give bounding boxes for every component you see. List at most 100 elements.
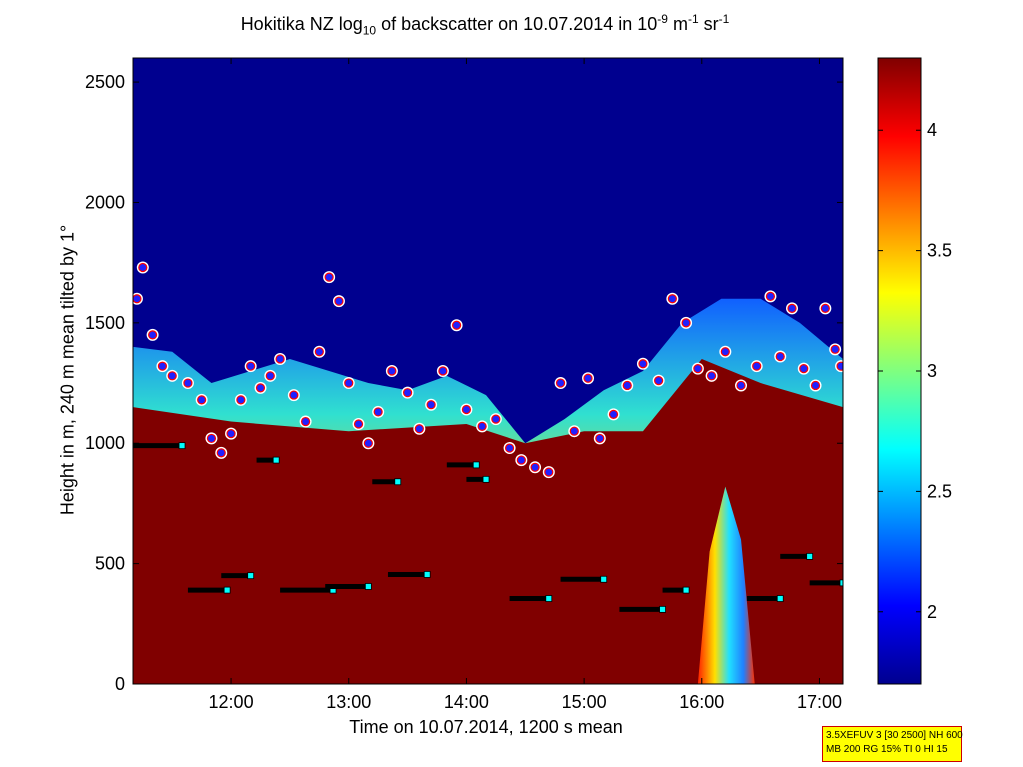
layer-detection-end-marker bbox=[394, 478, 402, 486]
cloud-base-marker-rim bbox=[275, 354, 285, 364]
axes: 12:00 13:00 14:00 15:00 16:00 17:00 0 500 1000 15… bbox=[85, 57, 844, 712]
cloud-base-marker bbox=[274, 352, 287, 365]
cloud-base-marker bbox=[287, 389, 300, 402]
cloud-base-marker-rim bbox=[638, 359, 648, 369]
cloud-base-marker bbox=[554, 377, 567, 390]
cloud-base-marker bbox=[542, 466, 555, 479]
cloud-base-marker-rim bbox=[255, 383, 266, 393]
cloud-base-marker-rim bbox=[353, 419, 364, 429]
layer-detection-end-marker bbox=[806, 552, 814, 560]
cloud-base-marker bbox=[195, 393, 208, 406]
cloud-base-marker bbox=[166, 369, 179, 382]
layer-detection-end-marker bbox=[682, 586, 690, 594]
cloud-base-marker bbox=[234, 393, 247, 406]
cloud-base-marker bbox=[621, 379, 634, 392]
cloud-base-marker-rim bbox=[138, 262, 148, 273]
cloud-base-marker bbox=[372, 405, 385, 418]
cloud-base-marker bbox=[750, 360, 763, 373]
cloud-base-marker bbox=[636, 357, 649, 370]
cloud-base-marker bbox=[225, 427, 238, 440]
cloud-base-marker bbox=[691, 362, 704, 375]
cloud-base-marker-rim bbox=[544, 467, 554, 477]
cloud-base-marker bbox=[425, 398, 438, 411]
layer-detection-end-marker bbox=[482, 475, 490, 483]
cloud-base-marker bbox=[719, 345, 732, 358]
cloud-base-marker bbox=[146, 328, 159, 341]
cloud-base-marker bbox=[652, 374, 665, 387]
cloud-base-marker bbox=[362, 437, 375, 450]
cloud-base-marker bbox=[215, 446, 228, 459]
cloud-base-marker bbox=[436, 365, 449, 377]
x-tick-label: 16:00 bbox=[679, 692, 724, 712]
cloud-base-marker-rim bbox=[504, 443, 515, 453]
cloud-base-marker-rim bbox=[530, 462, 540, 472]
cloud-base-marker-rim bbox=[148, 330, 158, 340]
y-tick-label: 1500 bbox=[85, 313, 125, 333]
colorbar: 2 2.5 3 3.5 4 bbox=[877, 57, 952, 685]
cloud-base-marker bbox=[254, 381, 267, 394]
cloud-base-marker-rim bbox=[836, 361, 843, 371]
y-tick-label: 2000 bbox=[85, 192, 125, 212]
colorbar-tick-label: 3.5 bbox=[927, 241, 952, 261]
cloud-base-marker-rim bbox=[334, 296, 344, 306]
cloud-base-marker bbox=[809, 379, 822, 392]
cloud-base-marker-rim bbox=[246, 361, 256, 371]
cloud-base-marker-rim bbox=[344, 378, 354, 388]
cloud-base-marker bbox=[489, 413, 502, 426]
cloud-base-marker bbox=[401, 386, 414, 399]
plot-frame bbox=[132, 57, 844, 685]
cloud-base-marker-rim bbox=[622, 380, 632, 391]
y-tick-label: 2500 bbox=[85, 72, 125, 92]
cloud-base-marker bbox=[342, 377, 355, 390]
cloud-base-marker-rim bbox=[324, 272, 334, 282]
cloud-base-marker-rim bbox=[363, 438, 373, 448]
cloud-base-marker bbox=[413, 422, 426, 435]
cloud-base-marker-rim bbox=[569, 426, 579, 436]
cloud-base-marker-rim bbox=[720, 347, 730, 357]
cloud-base-marker-rim bbox=[491, 414, 501, 424]
cloud-base-marker-rim bbox=[681, 318, 691, 328]
cloud-base-marker-rim bbox=[667, 294, 677, 304]
cloud-base-marker-rim bbox=[414, 424, 424, 434]
cloud-base-marker-rim bbox=[608, 409, 619, 419]
colorbar-gradient bbox=[877, 57, 922, 685]
cloud-base-marker bbox=[503, 442, 516, 455]
cloud-base-marker-rim bbox=[736, 380, 746, 391]
cloud-base-marker-rim bbox=[402, 388, 413, 398]
cloud-base-marker bbox=[313, 345, 326, 358]
cloud-base-marker-rim bbox=[516, 455, 526, 465]
settings-info-box: 3.5XEFUV 3 [30 2500] NH 600 MB 200 RG 15… bbox=[822, 726, 963, 762]
cloud-base-marker bbox=[332, 295, 345, 308]
cloud-base-marker-rim bbox=[438, 366, 448, 376]
cloud-base-marker bbox=[819, 302, 832, 315]
cloud-base-marker-rim bbox=[373, 407, 383, 417]
cloud-base-marker-rim bbox=[300, 416, 311, 427]
cloud-base-marker-rim bbox=[226, 429, 236, 439]
y-tick-label: 500 bbox=[95, 554, 125, 574]
layer-detection-end-marker bbox=[472, 461, 480, 469]
layer-detection-end-marker bbox=[247, 572, 255, 580]
colorbar-tick-label: 2 bbox=[927, 602, 937, 622]
x-tick-label: 17:00 bbox=[797, 692, 842, 712]
x-tick-label: 13:00 bbox=[326, 692, 371, 712]
cloud-base-marker-rim bbox=[775, 351, 785, 362]
y-tick-label: 0 bbox=[115, 674, 125, 694]
cloud-base-marker-rim bbox=[387, 366, 397, 376]
cloud-base-marker bbox=[582, 372, 595, 385]
cloud-base-marker-rim bbox=[583, 373, 593, 383]
plot-area bbox=[133, 58, 843, 684]
cloud-base-marker-rim bbox=[477, 421, 487, 431]
precipitation-plume bbox=[697, 486, 755, 684]
cloud-base-marker-rim bbox=[555, 378, 566, 388]
cloud-base-marker-rim bbox=[265, 371, 275, 381]
x-axis-label: Time on 10.07.2014, 1200 s mean bbox=[349, 717, 623, 737]
cloud-base-marker bbox=[264, 369, 277, 382]
colorbar-tick-label: 4 bbox=[927, 120, 937, 140]
cloud-base-marker bbox=[385, 365, 398, 377]
cloud-base-marker-rim bbox=[426, 400, 436, 410]
cloud-base-marker-rim bbox=[810, 380, 821, 391]
cloud-base-marker-rim bbox=[197, 395, 207, 405]
cloud-base-marker bbox=[352, 417, 365, 430]
